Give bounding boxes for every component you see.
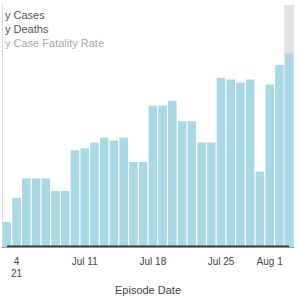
svg-text:Aug 1: Aug 1 xyxy=(257,256,284,267)
svg-text:4: 4 xyxy=(14,256,20,267)
svg-text:Episode Date: Episode Date xyxy=(115,284,181,296)
svg-text:y Deaths: y Deaths xyxy=(5,23,49,35)
svg-text:y Case Fatality Rate: y Case Fatality Rate xyxy=(5,37,104,49)
svg-text:Jul 25: Jul 25 xyxy=(208,256,235,267)
svg-text:Jul 11: Jul 11 xyxy=(72,256,98,267)
svg-text:y Cases: y Cases xyxy=(5,9,45,21)
svg-text:Jul 18: Jul 18 xyxy=(140,256,167,267)
svg-text:21: 21 xyxy=(11,268,23,279)
